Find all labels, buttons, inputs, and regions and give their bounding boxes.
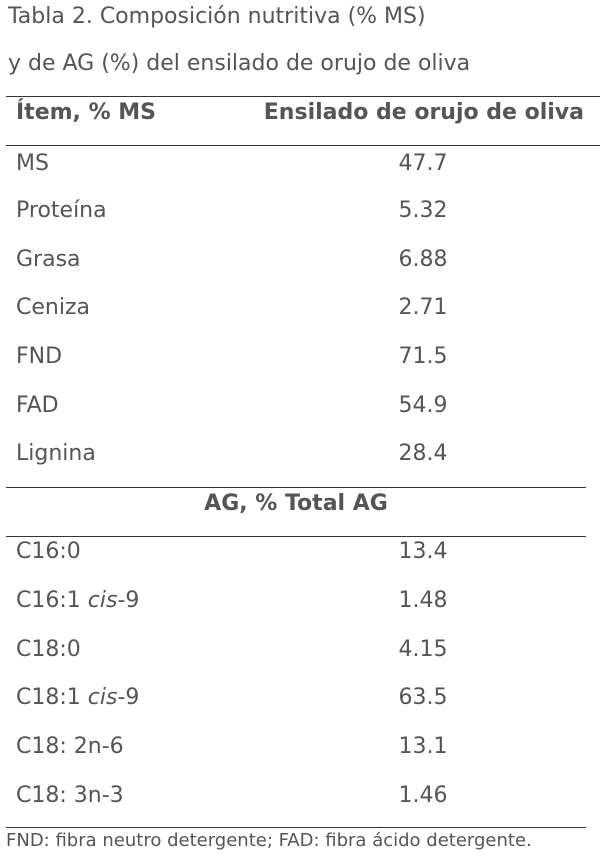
table-row: C16:0 13.4	[0, 539, 602, 579]
table-caption-line-2: y de AG (%) del ensilado de orujo de oli…	[8, 51, 471, 76]
header-value: Ensilado de orujo de oliva	[263, 100, 584, 125]
row-label: C16:0	[16, 539, 81, 564]
row-value: 1.46	[398, 783, 448, 808]
row-label: C18:0	[16, 637, 81, 662]
table-row: C18: 3n-3 1.46	[0, 783, 602, 823]
section-top-rule	[6, 487, 586, 488]
row-label: Grasa	[16, 247, 81, 272]
header-item: Ítem, % MS	[16, 100, 157, 125]
row-label: C16:1 cis-9	[16, 588, 139, 613]
table-row: C16:1 cis-9 1.48	[0, 588, 602, 628]
table-top-rule	[6, 96, 600, 97]
table-caption-line-1: Tabla 2. Composición nutritiva (% MS)	[8, 4, 426, 29]
row-label-italic: cis	[87, 588, 118, 613]
row-value: 54.9	[398, 393, 448, 418]
section-bottom-rule	[6, 536, 586, 537]
row-value: 4.15	[398, 637, 448, 662]
row-value: 13.4	[398, 539, 448, 564]
row-label-prefix: C16:1	[16, 588, 88, 613]
row-label: MS	[16, 151, 49, 176]
header-bottom-rule	[6, 145, 600, 146]
table-row: FND 71.5	[0, 344, 602, 384]
row-value: 2.71	[398, 295, 448, 320]
row-label: C18: 3n-3	[16, 783, 124, 808]
row-value: 47.7	[398, 151, 448, 176]
row-label: Lignina	[16, 441, 96, 466]
section-heading-ag: AG, % Total AG	[204, 491, 388, 516]
row-label: FAD	[16, 393, 59, 418]
row-label-suffix: -9	[117, 588, 140, 613]
row-value: 28.4	[398, 441, 448, 466]
table-row: FAD 54.9	[0, 393, 602, 433]
row-label-suffix: -9	[117, 685, 140, 710]
table-row: Proteína 5.32	[0, 198, 602, 238]
row-label: C18:1 cis-9	[16, 685, 139, 710]
table-row: MS 47.7	[0, 151, 602, 191]
row-value: 13.1	[398, 734, 448, 759]
row-label-prefix: C18:1	[16, 685, 88, 710]
table-row: Ceniza 2.71	[0, 295, 602, 335]
table-bottom-rule	[6, 827, 586, 828]
row-label: C18: 2n-6	[16, 734, 124, 759]
row-label-italic: cis	[87, 685, 118, 710]
row-value: 1.48	[398, 588, 448, 613]
row-value: 63.5	[398, 685, 448, 710]
row-value: 71.5	[398, 344, 448, 369]
table-footnote: FND: fibra neutro detergente; FAD: fibra…	[6, 830, 532, 851]
row-value: 5.32	[398, 198, 448, 223]
table-row: C18:0 4.15	[0, 637, 602, 677]
row-label: Ceniza	[16, 295, 90, 320]
row-label: Proteína	[16, 198, 107, 223]
table-row: C18:1 cis-9 63.5	[0, 685, 602, 725]
table-row: C18: 2n-6 13.1	[0, 734, 602, 774]
table-row: Grasa 6.88	[0, 247, 602, 287]
row-value: 6.88	[398, 247, 448, 272]
row-label: FND	[16, 344, 63, 369]
table-row: Lignina 28.4	[0, 441, 602, 481]
